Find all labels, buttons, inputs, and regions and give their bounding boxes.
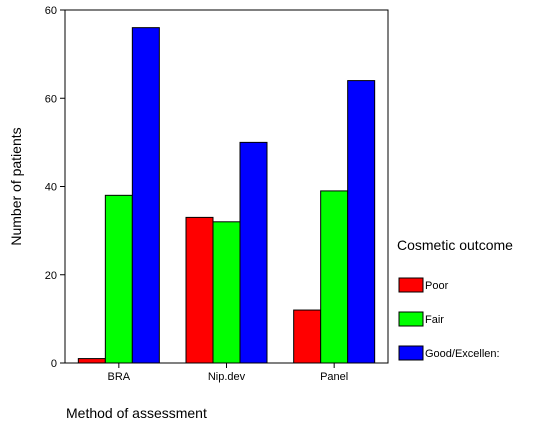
bars-layer	[77, 27, 376, 364]
y-tick-label: 0	[51, 358, 57, 370]
x-tick-label: BRA	[108, 371, 131, 383]
legend-label: Fair	[425, 314, 444, 326]
y-tick-label: 60	[45, 5, 57, 17]
y-tick-label: 60	[45, 93, 57, 105]
y-tick-label: 20	[45, 270, 57, 282]
legend-label: Good/Excellen:	[425, 348, 500, 360]
legend: Poor Fair Good/Excellen:	[398, 277, 500, 361]
legend-label: Poor	[425, 280, 449, 292]
bar-poor-nip-dev	[185, 216, 214, 364]
y-axis-ticks: 0 20 40 60 60	[45, 5, 65, 370]
bar-poor-panel	[293, 309, 322, 364]
bar-poor-bra	[77, 358, 106, 364]
x-axis-ticks: BRA Nip.dev Panel	[108, 363, 348, 383]
bar-good-excellen-panel	[347, 80, 376, 364]
x-tick-label: Panel	[320, 371, 348, 383]
legend-title: Cosmetic outcome	[397, 237, 513, 253]
bar-good-excellen-nip-dev	[239, 141, 268, 364]
bar-fair-bra	[104, 194, 133, 364]
x-axis-title: Method of assessment	[66, 405, 207, 421]
legend-swatch	[398, 277, 424, 293]
bar-good-excellen-bra	[131, 27, 160, 364]
legend-swatch	[398, 311, 424, 327]
x-tick-label: Nip.dev	[208, 371, 246, 383]
y-axis-title: Number of patients	[8, 127, 24, 245]
legend-swatch	[398, 345, 424, 361]
y-tick-label: 40	[45, 182, 57, 194]
bar-fair-nip-dev	[212, 221, 241, 364]
bar-fair-panel	[320, 190, 349, 364]
